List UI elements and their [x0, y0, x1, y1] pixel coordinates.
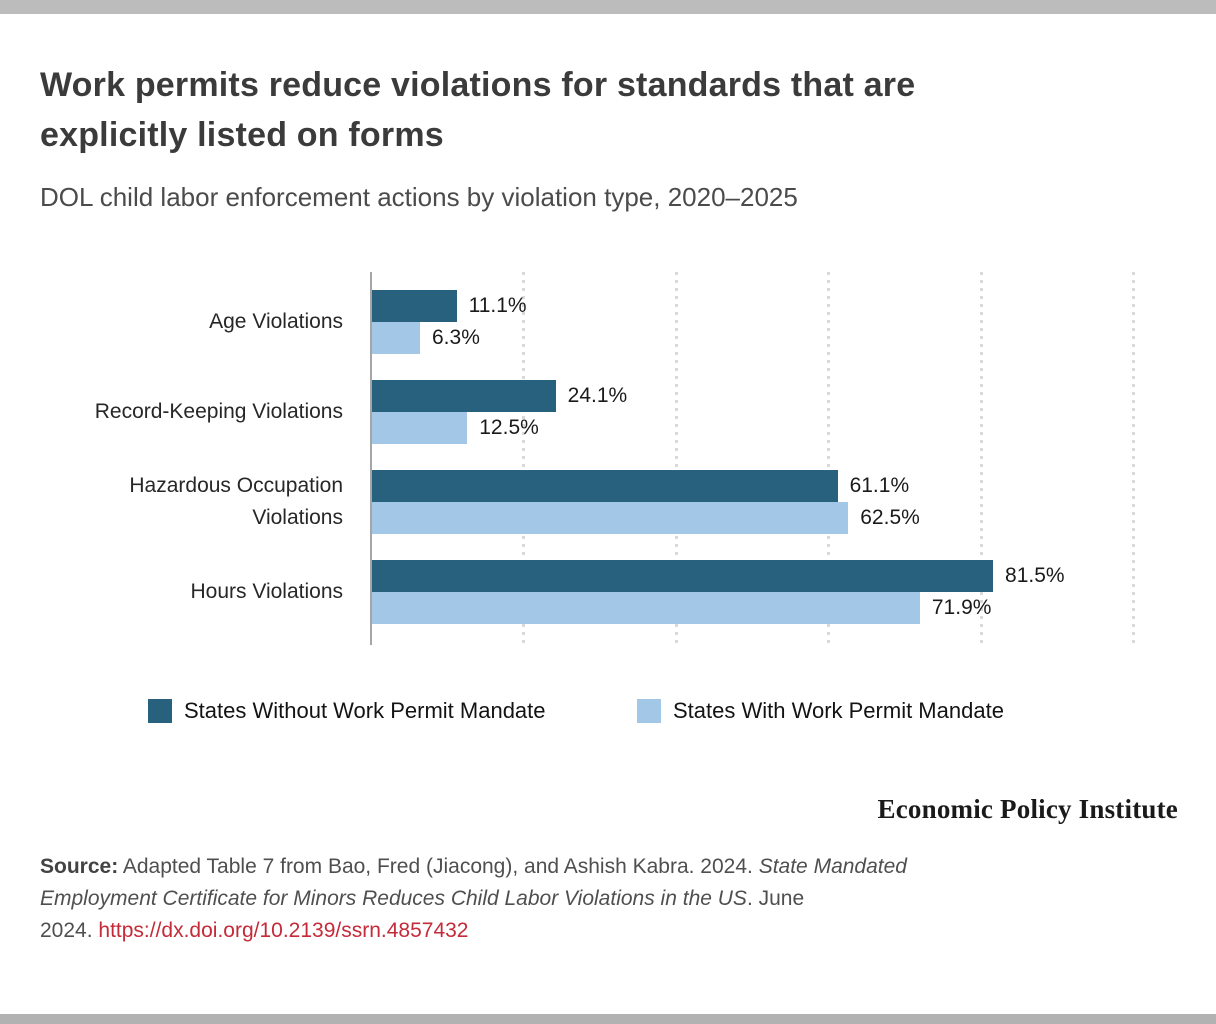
legend-item-with-mandate: States With Work Permit Mandate — [637, 698, 1004, 724]
bar-value-label: 12.5% — [479, 416, 539, 439]
source-note: Source: Adapted Table 7 from Bao, Fred (… — [40, 851, 1070, 947]
page-subtitle: DOL child labor enforcement actions by v… — [40, 182, 798, 212]
epi-wordmark: Economic Policy Institute — [877, 794, 1178, 824]
bar-value-label: 61.1% — [849, 474, 910, 497]
bar-states-without-permit — [372, 380, 556, 412]
gridline-20 — [522, 272, 526, 645]
page-title: Work permits reduce violations for stand… — [40, 66, 916, 154]
bar-states-without-permit — [372, 560, 994, 592]
bar-states-with-permit — [372, 592, 920, 624]
category-label: Hazardous Occupation Violations — [129, 474, 343, 529]
bar-value-label: 62.5% — [860, 506, 920, 529]
source-link[interactable]: https://dx.doi.org/10.2139/ssrn.4857432 — [98, 919, 469, 942]
legend-item-without-mandate: States Without Work Permit Mandate — [148, 698, 546, 724]
y-axis-line — [370, 272, 372, 645]
category-label: Hours Violations — [190, 580, 343, 603]
gridline-60 — [827, 272, 831, 645]
source-text-segment: State Mandated Employment Certificate fo… — [40, 855, 907, 910]
bar-value-label: 81.5% — [1005, 564, 1065, 587]
source-text-segment: . June 2024. — [40, 887, 805, 942]
legend-swatch-dark-blue — [148, 699, 172, 723]
legend-label: States Without Work Permit Mandate — [184, 698, 546, 723]
bar-value-label: 11.1% — [468, 294, 527, 317]
bar-value-label: 71.9% — [931, 596, 992, 619]
bar-states-with-permit — [372, 412, 468, 444]
category-label: Record-Keeping Violations — [94, 400, 343, 423]
bar-states-without-permit — [372, 290, 457, 322]
gridline-40 — [674, 272, 678, 645]
bar-value-label: 6.3% — [432, 326, 480, 349]
gridline-100 — [1132, 272, 1135, 645]
legend-label: States With Work Permit Mandate — [673, 698, 1004, 723]
bar-value-label: 24.1% — [567, 384, 628, 407]
bar-states-with-permit — [372, 502, 849, 534]
bar-states-with-permit — [372, 322, 420, 354]
bottom-border-band — [0, 1014, 1216, 1024]
bar-states-without-permit — [372, 470, 838, 502]
source-text-segment: Source: — [40, 855, 119, 878]
top-border-band — [0, 0, 1216, 14]
category-label: Age Violations — [209, 310, 343, 333]
gridline-80 — [979, 272, 983, 645]
legend-swatch-light-blue — [637, 699, 661, 723]
source-text-segment: Adapted Table 7 from Bao, Fred (Jiacong)… — [118, 855, 759, 878]
